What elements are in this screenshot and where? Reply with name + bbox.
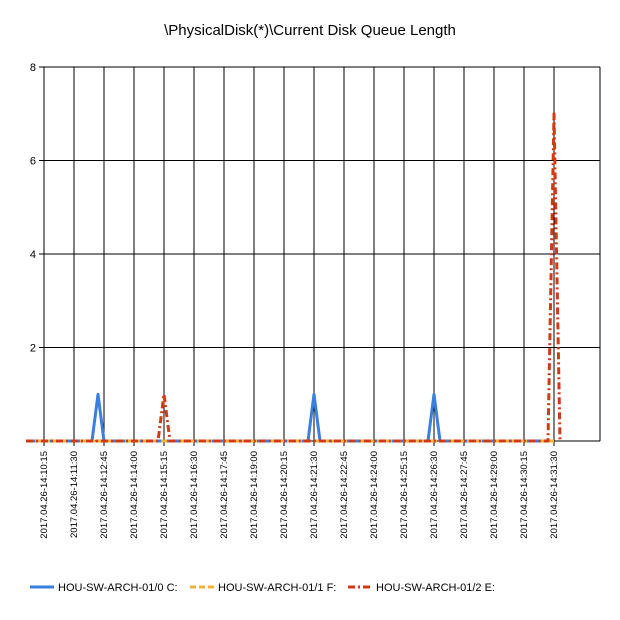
y-tick-label: 8	[30, 62, 36, 74]
x-tick-label: 2017.04.26-14:15:15	[159, 451, 170, 539]
series-line-0	[26, 392, 554, 443]
x-tick-label: 2017.04.26-14:22:45	[339, 451, 350, 539]
x-tick-label: 2017.04.26-14:14:00	[129, 451, 140, 539]
y-tick-label: 2	[30, 343, 36, 355]
legend-label-1: HOU-SW-ARCH-01/1 F:	[218, 582, 336, 594]
x-tick-label: 2017.04.26-14:26:30	[429, 451, 440, 539]
x-tick-label: 2017.04.26-14:21:30	[309, 451, 320, 539]
y-tick-label: 6	[30, 156, 36, 168]
chart-title: \PhysicalDisk(*)\Current Disk Queue Leng…	[164, 22, 456, 39]
legend-label-2: HOU-SW-ARCH-01/2 E:	[376, 582, 495, 594]
x-tick-label: 2017.04.26-14:24:00	[369, 451, 380, 539]
x-tick-label: 2017.04.26-14:11:30	[69, 451, 80, 538]
axes: 2 4 6 8 2017.04.26-14:10:15 2017.04.26-14:11:…	[30, 62, 600, 539]
x-tick-label: 2017.04.26-14:25:15	[399, 451, 410, 539]
legend: HOU-SW-ARCH-01/0 C: HOU-SW-ARCH-01/1 F: HO…	[30, 582, 495, 594]
x-tick-label: 2017.04.26-14:17:45	[219, 451, 230, 539]
grid	[43, 66, 601, 442]
x-tick-label: 2017.04.26-14:27:45	[459, 451, 470, 539]
y-tick-label: 4	[30, 249, 36, 261]
legend-label-0: HOU-SW-ARCH-01/0 C:	[58, 582, 178, 594]
x-tick-label: 2017.04.26-14:20:15	[279, 451, 290, 539]
x-tick-label: 2017.04.26-14:19:00	[249, 451, 260, 539]
series-line-2	[26, 112, 562, 443]
series-lines	[26, 112, 562, 443]
x-tick-label: 2017.04.26-14:30:15	[519, 451, 530, 539]
x-tick-label: 2017.04.26-14:10:15	[39, 451, 50, 539]
x-tick-label: 2017.04.26-14:12:45	[99, 451, 110, 539]
x-tick-label: 2017.04.26-14:16:30	[189, 451, 200, 539]
x-tick-label: 2017.04.26-14:31:30	[549, 451, 560, 539]
x-tick-label: 2017.04.26-14:29:00	[489, 451, 500, 539]
